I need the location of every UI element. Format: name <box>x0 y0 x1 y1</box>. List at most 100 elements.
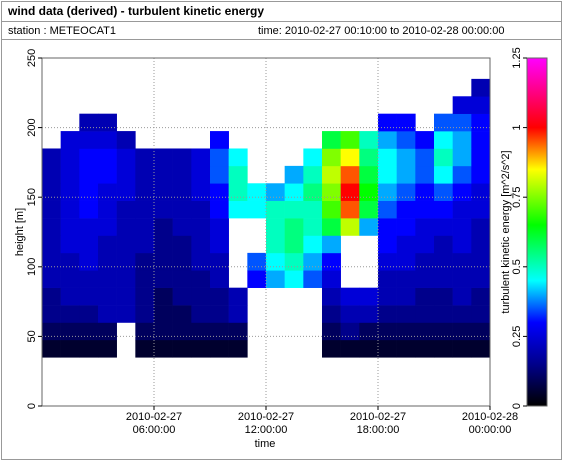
cell <box>79 148 99 167</box>
cell <box>42 200 61 219</box>
cell <box>98 165 117 184</box>
cell <box>172 270 192 288</box>
cell <box>284 200 304 219</box>
cell <box>471 148 491 167</box>
cell <box>98 305 117 323</box>
cell <box>98 148 117 167</box>
cell <box>452 218 472 236</box>
cell <box>98 200 117 219</box>
cell <box>322 287 341 306</box>
cell <box>98 252 117 271</box>
cell <box>135 183 155 201</box>
chart-title: wind data (derived) - turbulent kinetic … <box>7 4 264 18</box>
cell <box>471 200 491 219</box>
cell <box>210 287 229 306</box>
cell <box>154 165 173 184</box>
cell <box>396 270 416 288</box>
cell <box>60 305 80 323</box>
cell <box>322 252 341 271</box>
cell <box>415 200 435 219</box>
cell <box>98 339 117 358</box>
cell <box>266 270 285 288</box>
cell <box>322 165 341 184</box>
cell <box>191 339 211 358</box>
cell <box>247 270 267 288</box>
cell <box>434 183 453 201</box>
cell <box>452 252 472 271</box>
cell <box>98 235 117 254</box>
cell <box>154 322 173 341</box>
cell <box>42 305 61 323</box>
cell <box>322 200 341 219</box>
cell <box>452 322 472 341</box>
y-axis-title: height [m] <box>14 208 26 256</box>
cell <box>434 270 453 288</box>
cell <box>79 305 99 323</box>
cell <box>359 305 379 323</box>
cell <box>378 235 397 254</box>
cell <box>359 287 379 306</box>
y-tick-label: 150 <box>26 188 38 206</box>
cell <box>266 252 285 271</box>
cell <box>191 148 211 167</box>
cell <box>154 270 173 288</box>
cell <box>98 270 117 288</box>
cell <box>79 252 99 271</box>
cell <box>434 235 453 254</box>
cell <box>60 200 80 219</box>
cell <box>98 183 117 201</box>
cell <box>378 287 397 306</box>
cell <box>396 200 416 219</box>
cell <box>154 183 173 201</box>
x-axis-title: time <box>255 438 276 450</box>
cell <box>98 322 117 341</box>
cell <box>60 131 80 149</box>
cell <box>396 235 416 254</box>
cell <box>79 200 99 219</box>
cell <box>378 183 397 201</box>
cell <box>98 113 117 132</box>
cell <box>172 322 192 341</box>
cell <box>135 322 155 341</box>
cell <box>135 235 155 254</box>
cell <box>284 235 304 254</box>
cell <box>79 218 99 236</box>
cell <box>378 200 397 219</box>
cell <box>116 235 136 254</box>
cell <box>452 165 472 184</box>
cell <box>359 218 379 236</box>
cell <box>415 287 435 306</box>
cell <box>42 270 61 288</box>
cell <box>415 252 435 271</box>
cell <box>98 218 117 236</box>
colorbar-tick-label: 0.25 <box>511 326 523 347</box>
cell <box>228 183 248 201</box>
cell <box>434 165 453 184</box>
cell <box>434 200 453 219</box>
cell <box>340 200 360 219</box>
cell <box>191 270 211 288</box>
cell <box>116 305 136 323</box>
cell <box>116 270 136 288</box>
cell <box>266 235 285 254</box>
cell <box>340 322 360 341</box>
cell <box>210 235 229 254</box>
cell <box>154 235 173 254</box>
cell <box>452 200 472 219</box>
cell <box>116 148 136 167</box>
cell <box>471 270 491 288</box>
colorbar-tick-label: 1.25 <box>511 47 523 68</box>
cell <box>396 148 416 167</box>
cell <box>228 305 248 323</box>
cell <box>322 183 341 201</box>
cell <box>60 252 80 271</box>
cell <box>154 287 173 306</box>
cell <box>378 165 397 184</box>
cell <box>471 252 491 271</box>
cell <box>396 287 416 306</box>
cell <box>172 252 192 271</box>
cell <box>452 305 472 323</box>
cell <box>378 218 397 236</box>
cell <box>210 270 229 288</box>
cell <box>396 183 416 201</box>
